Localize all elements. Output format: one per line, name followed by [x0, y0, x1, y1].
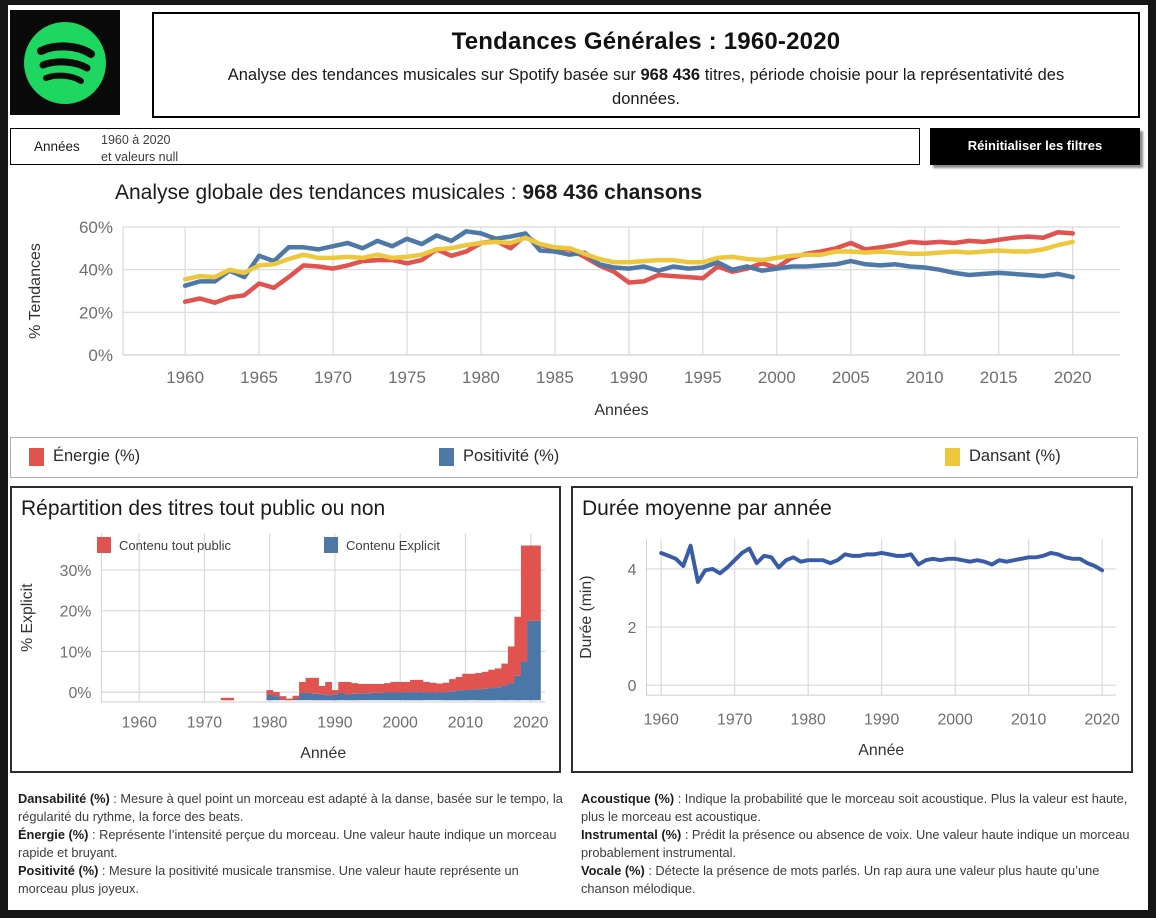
explicit-chart-panel: 1960 1970 1980 1990 2000 2010 2020 0% 10% 20% 30%%… — [10, 486, 561, 773]
trends-title-text: Analyse globale des tendances musicales … — [115, 181, 523, 204]
svg-text:1970: 1970 — [717, 712, 753, 729]
svg-text:1970: 1970 — [314, 368, 352, 387]
dashboard-canvas: Tendances Générales : 1960-2020 Analyse … — [8, 5, 1148, 910]
svg-text:Années: Années — [594, 402, 648, 419]
header: Tendances Générales : 1960-2020 Analyse … — [152, 12, 1140, 118]
svg-text:2020: 2020 — [1084, 712, 1120, 729]
trends-line-chart[interactable]: 1960 1965 1970 1975 1980 1985 1990 1995 2000 2005… — [8, 170, 1148, 422]
definition: Vocale (%) : Détecte la présence de mots… — [581, 863, 1100, 896]
energie-swatch-icon — [29, 447, 44, 466]
svg-text:30%: 30% — [60, 563, 92, 580]
filter-value-null: et valeurs null — [101, 150, 179, 164]
spotify-icon — [10, 10, 120, 115]
page-title: Tendances Générales : 1960-2020 — [451, 28, 841, 55]
trends-legend: Énergie (%) Positivité (%) Dansant (%) — [10, 437, 1138, 478]
svg-text:10%: 10% — [60, 644, 92, 661]
svg-text:1990: 1990 — [317, 715, 353, 732]
svg-text:1980: 1980 — [462, 368, 500, 387]
svg-text:2000: 2000 — [383, 715, 419, 732]
svg-text:1985: 1985 — [536, 368, 574, 387]
svg-text:20%: 20% — [79, 303, 113, 322]
svg-text:1990: 1990 — [864, 712, 900, 729]
svg-text:4: 4 — [628, 562, 637, 579]
svg-text:2010: 2010 — [1011, 712, 1047, 729]
svg-text:1970: 1970 — [187, 715, 223, 732]
svg-text:1980: 1980 — [790, 712, 826, 729]
definition: Instrumental (%) : Prédit la présence ou… — [581, 827, 1130, 860]
duration-line-chart[interactable]: 1960 1970 1980 1990 2000 2010 2020 0 2 4 Durée (mi… — [573, 488, 1131, 771]
svg-text:0%: 0% — [88, 346, 113, 365]
svg-text:% Explicit: % Explicit — [19, 583, 36, 652]
svg-text:1960: 1960 — [644, 712, 680, 729]
filter-annees[interactable]: Années 1960 à 2020 et valeurs null — [10, 128, 920, 165]
spotify-logo — [10, 10, 120, 115]
svg-text:2010: 2010 — [906, 368, 944, 387]
definition: Dansabilité (%) : Mesure à quel point un… — [18, 791, 563, 824]
explicit-chart-title: Répartition des titres tout public ou no… — [21, 497, 386, 520]
svg-text:20%: 20% — [60, 604, 92, 621]
svg-text:0%: 0% — [68, 685, 91, 702]
svg-text:Année: Année — [300, 745, 346, 762]
svg-text:2010: 2010 — [448, 715, 484, 732]
svg-text:1990: 1990 — [610, 368, 648, 387]
definition: Positivité (%) : Mesure la positivité mu… — [18, 863, 519, 896]
svg-text:1965: 1965 — [240, 368, 278, 387]
positivite-swatch-icon — [439, 447, 454, 466]
definition: Énergie (%) : Représente l’intensité per… — [18, 827, 557, 860]
duration-chart-panel: 1960 1970 1980 1990 2000 2010 2020 0 2 4 Durée (mi… — [571, 486, 1133, 773]
subtitle-suffix: titres, période choisie pour la représen… — [612, 66, 1065, 108]
svg-text:Année: Année — [858, 742, 904, 759]
svg-text:1980: 1980 — [252, 715, 288, 732]
legend-item-energie[interactable]: Énergie (%) — [29, 447, 140, 466]
filter-value-range: 1960 à 2020 — [101, 133, 171, 147]
explicit-bar-chart[interactable]: 1960 1970 1980 1990 2000 2010 2020 0% 10% 20% 30%%… — [12, 488, 559, 771]
legend-item-positivite[interactable]: Positivité (%) — [439, 447, 559, 466]
definitions-right: Acoustique (%) : Indique la probabilité … — [581, 790, 1139, 898]
svg-text:2005: 2005 — [832, 368, 870, 387]
svg-text:% Tendances: % Tendances — [27, 243, 44, 339]
dansant-swatch-icon — [945, 447, 960, 466]
svg-text:2015: 2015 — [980, 368, 1018, 387]
subtitle-count: 968 436 — [640, 66, 701, 84]
legend-label: Positivité (%) — [463, 447, 560, 465]
svg-text:1960: 1960 — [122, 715, 158, 732]
legend-label: Dansant (%) — [969, 447, 1061, 465]
svg-text:60%: 60% — [79, 218, 113, 237]
svg-text:2: 2 — [628, 620, 637, 637]
svg-text:0: 0 — [628, 678, 637, 695]
svg-text:40%: 40% — [79, 261, 113, 280]
legend-label: Énergie (%) — [53, 447, 141, 465]
filter-value[interactable]: 1960 à 2020 et valeurs null — [101, 132, 179, 164]
filter-label: Années — [34, 139, 80, 154]
subtitle-prefix: Analyse des tendances musicales sur Spot… — [227, 66, 641, 84]
page-subtitle: Analyse des tendances musicales sur Spot… — [224, 64, 1069, 112]
definition: Acoustique (%) : Indique la probabilité … — [581, 791, 1128, 824]
svg-text:2000: 2000 — [758, 368, 796, 387]
definitions-left: Dansabilité (%) : Mesure à quel point un… — [18, 790, 566, 898]
svg-text:1960: 1960 — [166, 368, 204, 387]
trends-title-count: 968 436 chansons — [522, 181, 703, 204]
svg-text:2020: 2020 — [1054, 368, 1092, 387]
svg-text:1995: 1995 — [684, 368, 722, 387]
reset-filters-button[interactable]: Réinitialiser les filtres — [930, 128, 1140, 165]
svg-text:1975: 1975 — [388, 368, 426, 387]
trends-chart-title: Analyse globale des tendances musicales … — [115, 181, 702, 205]
svg-text:2000: 2000 — [937, 712, 973, 729]
svg-text:Durée (min): Durée (min) — [578, 576, 595, 659]
svg-text:2020: 2020 — [513, 715, 549, 732]
duration-chart-title: Durée moyenne par année — [582, 497, 832, 520]
legend-item-dansant[interactable]: Dansant (%) — [945, 447, 1061, 466]
